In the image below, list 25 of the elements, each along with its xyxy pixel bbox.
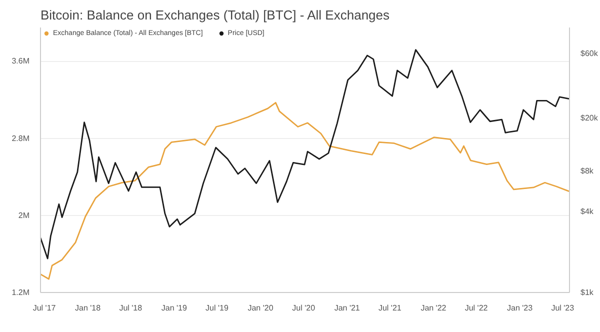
- y-tick-label: 3.6M: [12, 56, 30, 66]
- y-tick-label: 2M: [18, 210, 30, 220]
- y2-tick-label: $20k: [580, 113, 599, 122]
- chart-title: Bitcoin: Balance on Exchanges (Total) [BTC] - All Exchanges: [40, 8, 390, 22]
- y-tick-label: 1.2M: [12, 288, 30, 297]
- y-tick-label: 2.8M: [12, 134, 30, 143]
- x-tick-label: Jan '23: [507, 304, 534, 312]
- x-tick-label: Jul '23: [551, 304, 575, 312]
- x-tick-label: Jul '22: [464, 304, 488, 312]
- x-tick-label: Jan '18: [75, 304, 102, 312]
- y2-tick-label: $1k: [580, 288, 594, 297]
- x-tick-label: Jul '20: [292, 304, 316, 312]
- x-tick-label: Jul '18: [119, 304, 143, 312]
- x-tick-label: Jul '17: [32, 304, 56, 312]
- y2-tick-label: $60k: [580, 49, 599, 58]
- y2-tick-label: $4k: [580, 207, 594, 216]
- x-tick-label: Jan '20: [248, 304, 274, 312]
- y2-tick-label: $8k: [580, 166, 594, 176]
- line-series: [40, 49, 570, 260]
- x-tick-label: Jan '21: [334, 304, 360, 312]
- x-tick-label: Jul '21: [378, 304, 402, 312]
- x-tick-label: Jan '19: [161, 304, 188, 312]
- line-series: [40, 102, 570, 280]
- x-tick-label: Jan '22: [420, 304, 447, 312]
- x-tick-label: Jul '19: [206, 304, 229, 312]
